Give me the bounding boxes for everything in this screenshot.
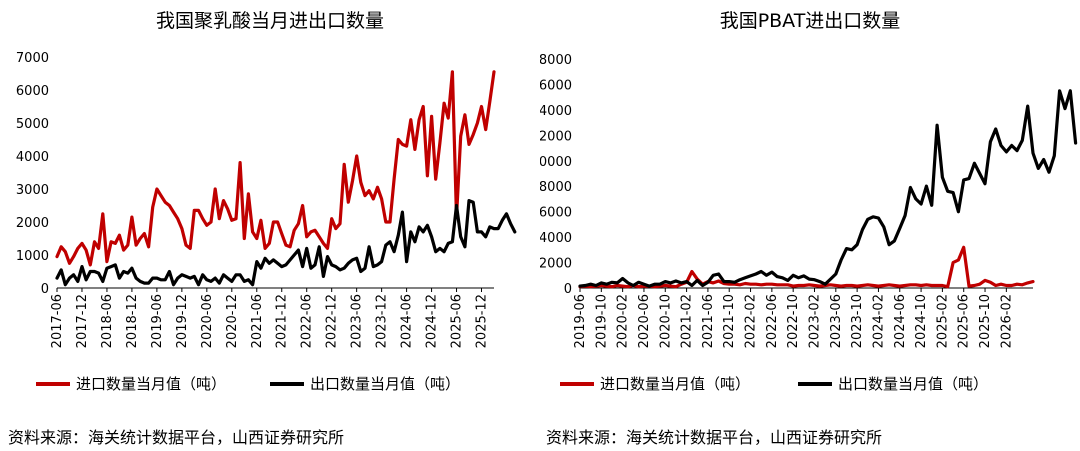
right-x-tick-label: 2024-02 [871, 294, 886, 348]
right-x-tick-label: 2023-06 [829, 294, 844, 348]
left-y-tick-label: 0 [41, 282, 49, 297]
left-y-tick-label: 5000 [16, 117, 49, 132]
right-series-export-line [578, 89, 1078, 288]
legend-import-label: 进口数量当月值（吨） [600, 375, 751, 393]
left-x-tick-label: 2017-06 [50, 294, 65, 348]
legend-import: 进口数量当月值（吨） [36, 373, 226, 394]
legend-import-swatch [560, 381, 594, 386]
legend-export: 出口数量当月值（吨） [798, 373, 988, 394]
left-chart-panel: 我国聚乳酸当月进出口数量 0 1000 2000 3000 4000 5000 6000 70… [0, 10, 540, 447]
right-y-tick-label: 18000 [540, 53, 572, 68]
left-x-tick-label: 2021-06 [250, 294, 265, 348]
right-x-tick-label: 2020-06 [637, 294, 652, 348]
right-x-tick-label: 2024-10 [914, 294, 929, 348]
left-series-export-line [55, 199, 517, 287]
legend-import: 进口数量当月值（吨） [560, 373, 750, 394]
right-y-tick-label: 0 [564, 282, 572, 297]
left-x-tick-label: 2025-12 [475, 294, 490, 348]
left-y-tick-label: 1000 [16, 249, 49, 264]
right-x-tick-label: 2022-10 [786, 294, 801, 348]
right-y-tick-label: 2000 [540, 257, 572, 272]
right-chart-plot: 0 2000 4000 6000 8000 10000 12000 14000 16000 180… [540, 53, 1078, 348]
right-x-tick-label: 2021-10 [722, 294, 737, 348]
legend-export: 出口数量当月值（吨） [270, 373, 460, 394]
legend-import-swatch [36, 381, 70, 386]
right-y-tick-label: 16000 [540, 78, 572, 93]
right-source-note: 资料来源：海关统计数据平台，山西证券研究所 [546, 428, 883, 447]
right-x-tick-label: 2020-02 [616, 294, 631, 348]
left-chart-legend: 进口数量当月值（吨） 出口数量当月值（吨） [0, 373, 540, 397]
right-x-tick-label: 2025-10 [978, 294, 993, 348]
right-x-tick-label: 2025-02 [935, 294, 950, 348]
left-x-tick-label: 2023-12 [375, 294, 390, 348]
right-x-tick-label: 2023-10 [850, 294, 865, 348]
right-x-tick-label: 2022-02 [744, 294, 759, 348]
right-y-tick-label: 8000 [540, 180, 572, 195]
right-y-tick-label: 14000 [540, 104, 572, 119]
right-y-tick-label: 6000 [540, 206, 572, 221]
left-x-tick-label: 2019-12 [175, 294, 190, 348]
legend-export-label: 出口数量当月值（吨） [838, 375, 989, 393]
left-y-tick-label: 6000 [16, 84, 49, 99]
left-x-tick-label: 2021-12 [275, 294, 290, 348]
left-x-tick-label: 2024-06 [400, 294, 415, 348]
left-x-tick-label: 2018-12 [125, 294, 140, 348]
left-x-tick-label: 2018-06 [100, 294, 115, 348]
left-x-tick-label: 2019-06 [150, 294, 165, 348]
left-x-tick-label: 2025-06 [450, 294, 465, 348]
right-x-tick-label: 2023-02 [807, 294, 822, 348]
left-x-tick-label: 2023-06 [350, 294, 365, 348]
right-y-tick-label: 4000 [540, 231, 572, 246]
legend-import-label: 进口数量当月值（吨） [76, 375, 227, 393]
legend-export-swatch [798, 381, 832, 386]
right-y-tick-label: 10000 [540, 155, 572, 170]
left-x-tick-label: 2020-12 [225, 294, 240, 348]
left-x-tick-label: 2022-06 [300, 294, 315, 348]
right-x-tick-label: 2022-06 [765, 294, 780, 348]
right-x-tick-label: 2021-02 [680, 294, 695, 348]
left-y-tick-label: 2000 [16, 216, 49, 231]
right-x-tick-label: 2025-06 [957, 294, 972, 348]
right-x-tick-label: 2019-06 [573, 294, 588, 348]
left-y-tick-label: 7000 [16, 51, 49, 66]
legend-export-swatch [270, 381, 304, 386]
left-source-note: 资料来源：海关统计数据平台，山西证券研究所 [8, 428, 345, 447]
right-x-tick-label: 2019-10 [594, 294, 609, 348]
right-chart-title: 我国PBAT进出口数量 [719, 10, 901, 32]
right-x-tick-label: 2020-10 [658, 294, 673, 348]
right-series-import-line [578, 245, 1035, 289]
right-x-tick-label: 2021-06 [701, 294, 716, 348]
right-chart-panel: 我国PBAT进出口数量 0 2000 4000 6000 8000 10000 12000 1… [540, 0, 1080, 451]
right-x-tick-label: 2024-06 [893, 294, 908, 348]
left-x-tick-label: 2020-06 [200, 294, 215, 348]
right-y-tick-label: 12000 [540, 129, 572, 144]
left-series-import-line [55, 70, 496, 267]
left-chart-plot: 0 1000 2000 3000 4000 5000 6000 7000 2017-06 2017… [16, 51, 517, 348]
right-x-tick-label: 2026-02 [999, 294, 1014, 348]
left-y-tick-label: 4000 [16, 150, 49, 165]
left-y-tick-label: 3000 [16, 183, 49, 198]
left-x-tick-label: 2017-12 [75, 294, 90, 348]
left-x-tick-label: 2024-12 [425, 294, 440, 348]
left-chart-title: 我国聚乳酸当月进出口数量 [155, 10, 384, 32]
left-x-tick-label: 2022-12 [325, 294, 340, 348]
legend-export-label: 出口数量当月值（吨） [310, 375, 461, 393]
right-chart-legend: 进口数量当月值（吨） 出口数量当月值（吨） [540, 373, 1080, 397]
